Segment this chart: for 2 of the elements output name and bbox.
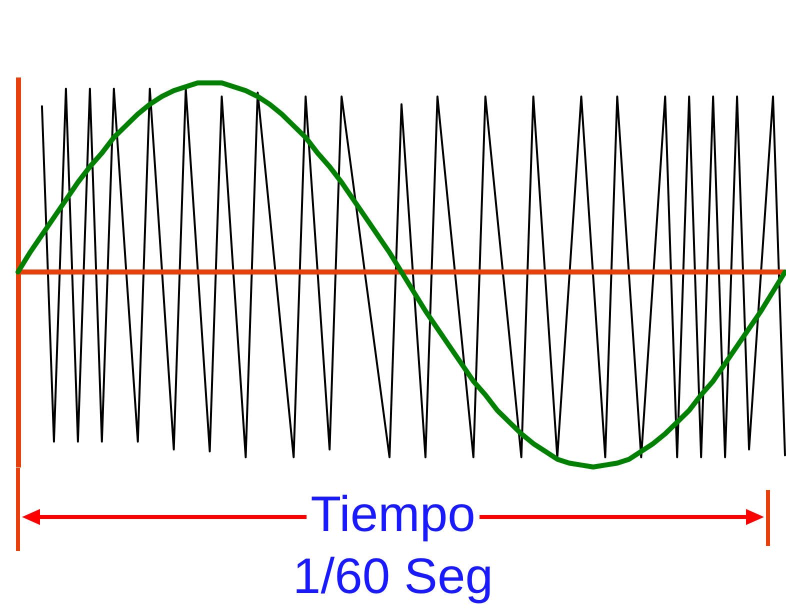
text: 1/60 Seg xyxy=(288,548,498,604)
text: Tiempo xyxy=(306,486,480,542)
